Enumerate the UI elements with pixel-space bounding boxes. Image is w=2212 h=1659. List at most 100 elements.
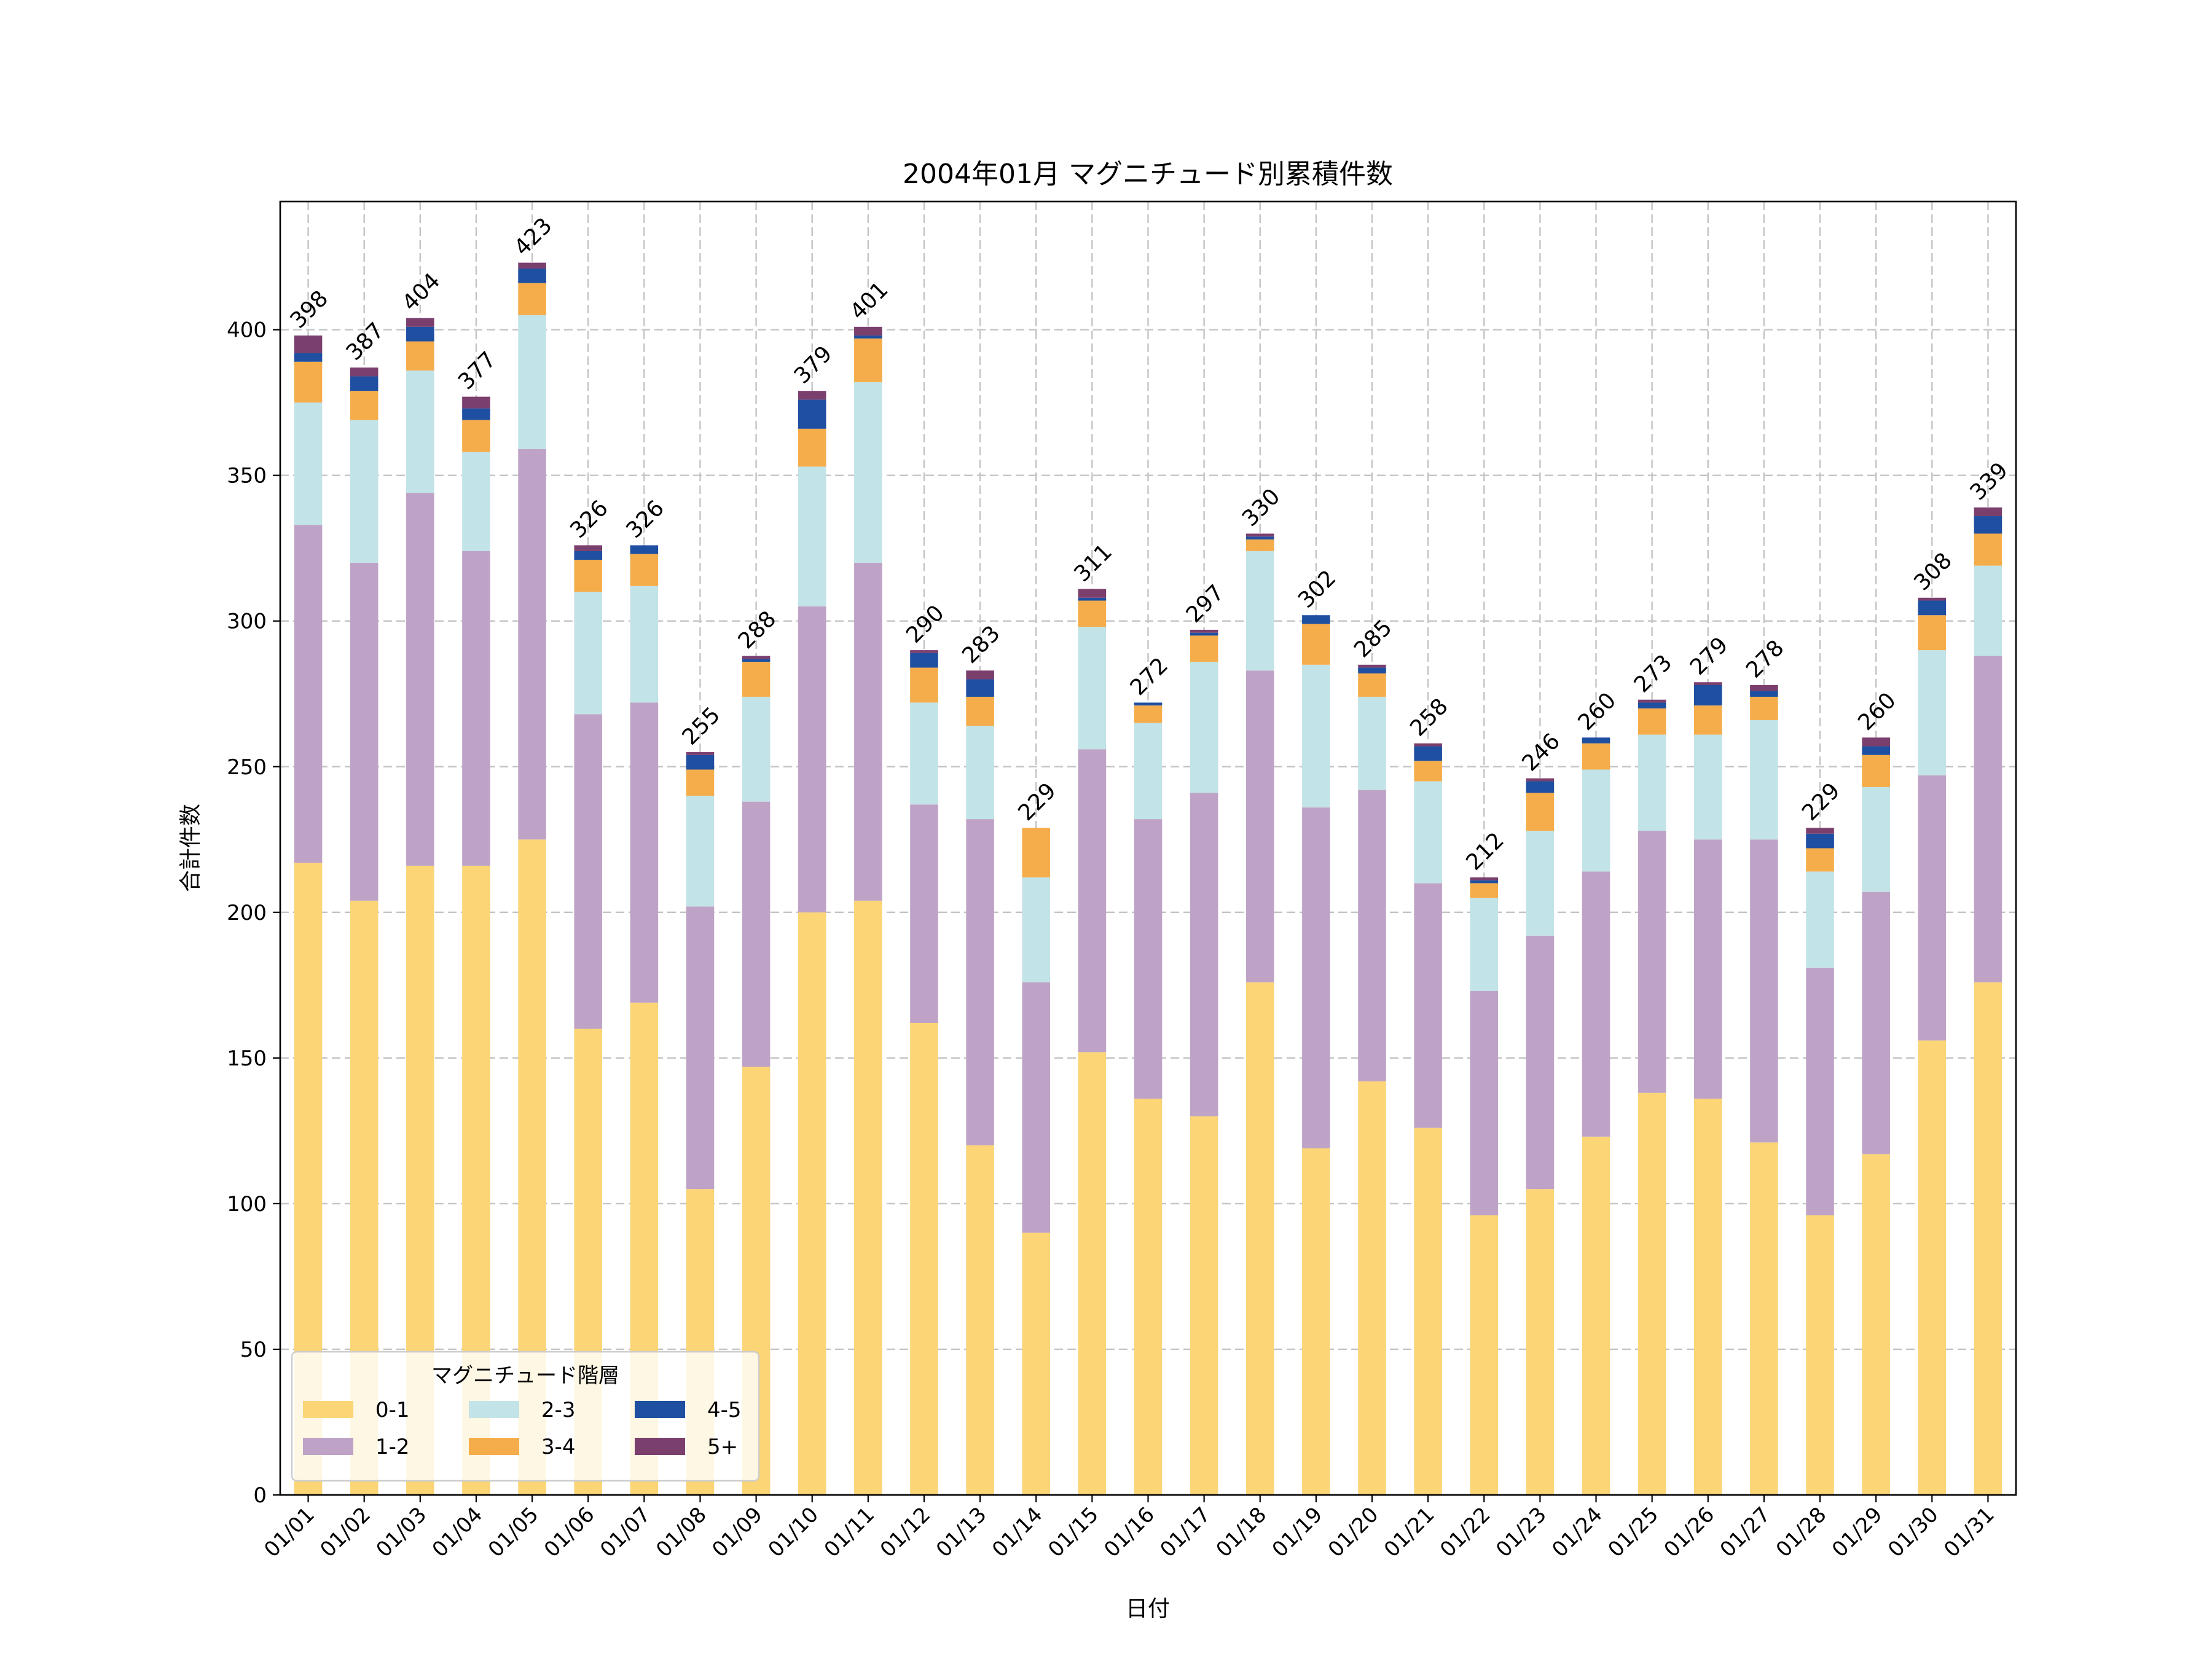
bar-segment-5plus: [1245, 533, 1274, 537]
bar-segment-5plus: [1974, 507, 2002, 517]
bar-segment-5plus: [350, 367, 378, 377]
bar-segment-1-2: [854, 562, 882, 901]
bar-stack-01-03: [406, 318, 434, 1495]
bar-segment-2-3: [1918, 650, 1947, 775]
legend-swatch: [635, 1401, 685, 1418]
bar-segment-3-4: [1582, 743, 1610, 770]
bar-segment-4-5: [966, 679, 994, 697]
bar-segment-4-5: [518, 269, 546, 283]
bar-segment-0-1: [1750, 1142, 1778, 1495]
legend-item: 0-1: [303, 1398, 410, 1422]
bar-segment-5plus: [798, 391, 826, 400]
legend-swatch: [469, 1401, 519, 1418]
y-tick-label: 100: [227, 1192, 267, 1217]
y-axis: 0 50 100 150 200 250 300 350 400: [227, 318, 280, 1508]
bar-segment-2-3: [854, 382, 882, 563]
bar-segment-2-3: [406, 370, 434, 493]
bar-segment-3-4: [1470, 883, 1499, 898]
bar-segment-1-2: [294, 525, 323, 863]
bar-segment-3-4: [910, 667, 938, 703]
bar-segment-0-1: [1862, 1154, 1890, 1495]
bar-stack-01-20: [1358, 664, 1386, 1495]
bar-segment-0-1: [1190, 1116, 1218, 1495]
bar-segment-5plus: [1750, 685, 1778, 691]
legend-label: 3-4: [541, 1435, 576, 1459]
bar-segment-4-5: [1078, 597, 1107, 601]
legend-item: 5+: [635, 1435, 738, 1459]
bar-segment-0-1: [1974, 982, 2002, 1495]
bar-segment-1-2: [1974, 656, 2002, 982]
bar-segment-3-4: [462, 420, 490, 452]
bar-segment-0-1: [1302, 1148, 1330, 1495]
bar-segment-4-5: [1637, 702, 1666, 708]
bar-segment-0-1: [1637, 1092, 1666, 1495]
legend-swatch: [635, 1438, 685, 1455]
bar-segment-1-2: [798, 606, 826, 912]
bar-segment-1-2: [574, 714, 602, 1029]
bar-segment-2-3: [1862, 786, 1890, 892]
bar-stack-01-26: [1694, 682, 1722, 1495]
bar-stack-01-24: [1582, 737, 1610, 1495]
y-tick-label: 300: [227, 610, 267, 634]
bar-stack-01-12: [910, 650, 938, 1495]
bar-segment-2-3: [686, 796, 715, 907]
bar-segment-3-4: [1750, 696, 1778, 720]
bar-segment-2-3: [1694, 734, 1722, 840]
bar-segment-1-2: [1526, 935, 1555, 1190]
bar-segment-4-5: [630, 545, 659, 554]
bar-stack-01-18: [1245, 533, 1274, 1495]
bar-segment-5plus: [1637, 699, 1666, 703]
bar-segment-0-1: [1694, 1099, 1722, 1495]
bar-segment-3-4: [1526, 793, 1555, 831]
bar-segment-3-4: [1694, 705, 1722, 735]
bar-segment-1-2: [406, 493, 434, 866]
bar-segment-0-1: [1022, 1233, 1051, 1495]
bar-segment-1-2: [1694, 839, 1722, 1099]
bar-segment-5plus: [294, 335, 323, 353]
bar-stack-01-21: [1414, 743, 1442, 1495]
bar-segment-3-4: [350, 391, 378, 420]
bar-segment-2-3: [518, 315, 546, 449]
bar-segment-5plus: [1358, 664, 1386, 668]
bar-segment-1-2: [1358, 790, 1386, 1081]
x-axis-label: 日付: [1126, 1596, 1170, 1622]
bar-segment-2-3: [1358, 696, 1386, 790]
bar-segment-0-1: [1414, 1128, 1442, 1495]
bar-segment-4-5: [798, 399, 826, 429]
bar-segment-4-5: [1918, 600, 1947, 616]
bar-segment-1-2: [1750, 839, 1778, 1143]
bar-segment-5plus: [406, 318, 434, 327]
bar-segment-2-3: [1022, 877, 1051, 982]
bar-segment-5plus: [966, 670, 994, 680]
bar-stack-01-02: [350, 367, 378, 1495]
bar-segment-4-5: [406, 326, 434, 342]
bar-segment-0-1: [1470, 1215, 1499, 1495]
bar-segment-3-4: [1862, 755, 1890, 787]
bar-segment-3-4: [742, 662, 771, 697]
bar-segment-0-1: [1582, 1136, 1610, 1495]
bar-segment-4-5: [1526, 781, 1555, 793]
bar-segment-0-1: [1245, 982, 1274, 1495]
bar-segment-3-4: [1022, 828, 1051, 877]
legend-item: 2-3: [469, 1398, 576, 1422]
bar-segment-3-4: [686, 769, 715, 796]
bar-segment-0-1: [1918, 1040, 1947, 1495]
bar-segment-3-4: [1974, 533, 2002, 566]
bar-segment-2-3: [1470, 898, 1499, 991]
legend: マグニチュード階層 0-1 1-2 2-3 3-4 4-5 5+: [291, 1351, 760, 1482]
bar-segment-1-2: [462, 551, 490, 866]
bar-segment-2-3: [1245, 551, 1274, 671]
bar-segment-1-2: [1582, 871, 1610, 1137]
bar-stack-01-30: [1918, 597, 1947, 1495]
bar-segment-5plus: [854, 326, 882, 336]
bar-segment-0-1: [1134, 1099, 1163, 1495]
bar-segment-3-4: [1302, 624, 1330, 665]
bar-segment-3-4: [1414, 761, 1442, 782]
bar-segment-1-2: [1302, 807, 1330, 1148]
legend-swatch: [469, 1438, 519, 1455]
bar-stack-01-25: [1637, 699, 1666, 1495]
bar-segment-1-2: [1190, 793, 1218, 1116]
bar-segment-2-3: [1078, 627, 1107, 750]
bar-segment-4-5: [742, 659, 771, 662]
